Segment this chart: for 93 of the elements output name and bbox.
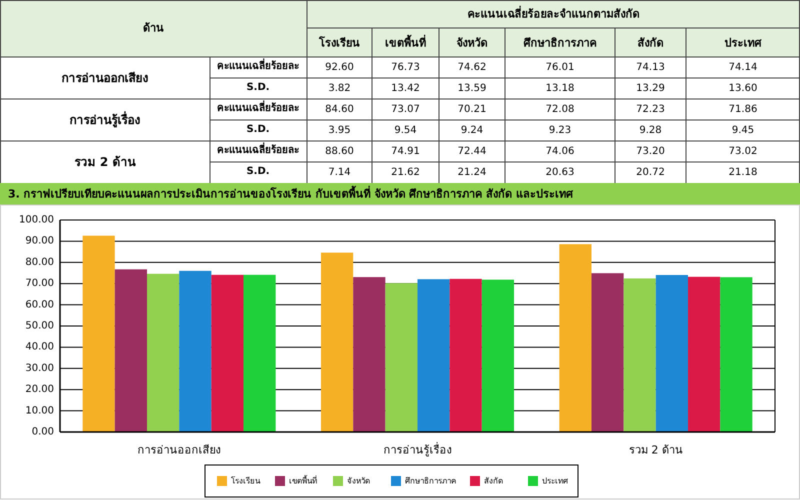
data-label: 74.91 [391, 146, 420, 157]
data-label: 9.24 [460, 125, 484, 136]
data-label: 13.42 [391, 83, 420, 94]
legend-label: โรงเรียน [231, 476, 261, 486]
bar [624, 278, 656, 432]
bar [82, 236, 115, 432]
data-label: 74.14 [728, 62, 758, 73]
text: คะแนนเฉลี่ยร้อยละ [217, 100, 299, 114]
text: รวม 2 ด้าน [74, 155, 136, 169]
bar [688, 276, 720, 432]
data-label: 76.01 [546, 62, 574, 73]
data-label: 72.08 [546, 104, 574, 115]
y-tick-label: 90.00 [25, 236, 54, 247]
category-label: สังกัด [638, 36, 664, 50]
data-label: 21.24 [458, 167, 486, 178]
data-label: 9.23 [548, 125, 572, 136]
y-tick-label: 30.00 [25, 362, 54, 374]
data-label: 76.73 [391, 62, 420, 73]
bar [656, 274, 688, 432]
chart-title: 3. กราฟเปรียบเทียบคะแนนผลการประเมินการอ่านของโรงเรียน กับเขตพื้นที่ จังหวัด ศึกษาธิการภาค สังกัด และประเทศ [8, 186, 574, 200]
category-label: ศึกษาธิการภาค [524, 36, 596, 50]
data-label: 3.82 [328, 83, 351, 94]
text: คะแนนเฉลี่ยร้อยละจำแนกตามสังกัด [468, 6, 640, 20]
data-label: 13.29 [636, 83, 665, 94]
bar [244, 274, 276, 432]
text: คะแนนเฉลี่ยร้อยละ [217, 58, 299, 72]
data-label: 73.07 [391, 104, 420, 115]
category-label: เขตพื้นที่ [385, 34, 426, 50]
bar [211, 274, 244, 432]
bar [114, 269, 147, 432]
bar [591, 273, 624, 432]
category-label: ประเทศ [724, 36, 762, 50]
text: S.D. [246, 166, 270, 177]
text: คะแนนเฉลี่ยร้อยละ [217, 142, 299, 156]
data-label: 73.02 [728, 146, 758, 157]
bar [353, 277, 386, 432]
y-tick-label: 10.00 [25, 405, 54, 416]
y-tick-label: 70.00 [25, 278, 54, 290]
category-label: โรงเรียน [318, 36, 360, 50]
legend-label: เขตพื้นที่ [289, 474, 317, 486]
data-label: 9.28 [639, 125, 662, 136]
bar [482, 280, 514, 432]
bar [385, 283, 418, 432]
legend-label: สังกัด [484, 476, 503, 486]
data-label: 88.60 [325, 146, 354, 157]
text: การอ่านออกเสียง [62, 71, 148, 85]
text: S.D. [246, 124, 270, 135]
x-tick-label: การอ่านรู้เรื่อง [384, 442, 452, 456]
data-label: 92.60 [325, 62, 354, 73]
data-label: 3.95 [328, 125, 351, 136]
text: การอ่านรู้เรื่อง [70, 111, 140, 128]
data-label: 74.13 [636, 62, 665, 73]
bar [146, 274, 180, 432]
bar [450, 278, 482, 432]
y-tick-label: 0.00 [32, 426, 54, 438]
legend-label: ศึกษาธิการภาค [405, 476, 456, 486]
data-label: 7.14 [328, 167, 351, 178]
bar [418, 279, 450, 432]
text: S.D. [246, 82, 270, 93]
bar [179, 270, 212, 432]
data-label: 20.63 [546, 167, 574, 178]
data-label: 13.18 [546, 83, 574, 94]
data-label: 74.62 [458, 62, 486, 73]
bar [320, 252, 354, 432]
data-label: 73.20 [636, 146, 665, 157]
data-label: 72.23 [636, 104, 665, 115]
y-tick-label: 100.00 [19, 214, 54, 226]
legend-label: จังหวัด [347, 476, 370, 486]
title-band: 3. กราฟเปรียบเทียบคะแนนผลการประเมินการอ่านของโรงเรียน กับเขตพื้นที่ จังหวัด ศึกษาธิการภาค สังกัด และประเทศ [0, 183, 800, 205]
data-label: 74.06 [546, 146, 574, 157]
category-label: จังหวัด [456, 36, 488, 50]
bar [559, 244, 592, 432]
data-label: 13.59 [458, 83, 486, 94]
y-tick-label: 40.00 [25, 342, 54, 353]
data-label: 21.62 [391, 167, 420, 178]
data-label: 13.60 [728, 83, 758, 94]
y-tick-label: 60.00 [25, 299, 54, 310]
data-label: 72.44 [458, 146, 486, 157]
data-label: 70.21 [458, 104, 486, 115]
x-tick-label: รวม 2 ด้าน [628, 444, 683, 456]
text: ด้าน [143, 22, 164, 34]
y-tick-label: 50.00 [25, 320, 54, 332]
y-tick-label: 20.00 [25, 384, 54, 396]
data-label: 9.45 [732, 125, 754, 136]
bar [720, 277, 752, 432]
data-label: 9.54 [394, 125, 417, 136]
data-label: 21.18 [728, 167, 758, 178]
y-tick-label: 80.00 [25, 256, 54, 268]
data-label: 84.60 [325, 104, 354, 115]
data-label: 71.86 [728, 104, 758, 115]
legend-label: ประเทศ [542, 476, 568, 486]
x-tick-label: การอ่านออกเสียง [138, 444, 221, 456]
data-label: 20.72 [636, 167, 665, 178]
